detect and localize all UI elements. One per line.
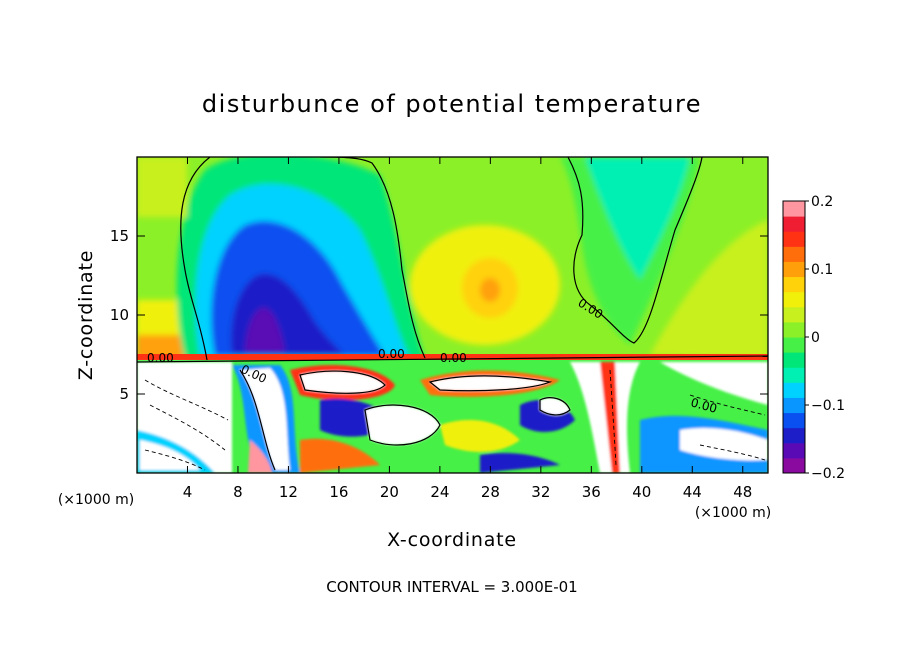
- lower-blob-18: [140, 440, 200, 470]
- x-tick-label: 8: [233, 483, 243, 501]
- x-tick-label: 36: [582, 483, 601, 501]
- field-topleft: [137, 157, 187, 217]
- x-tick-label: 28: [481, 483, 500, 501]
- colorbar-tick-label: 0: [811, 330, 820, 346]
- contour-dashed-2: [149, 404, 226, 451]
- contour-label: 0.00: [378, 347, 405, 361]
- colorbar-swatch: [783, 397, 805, 414]
- x-axis-label: X-coordinate: [387, 529, 517, 551]
- x-tick-label: 40: [632, 483, 651, 501]
- contour-upper-mid: [319, 157, 426, 359]
- lower-blob-13: [660, 362, 768, 405]
- contour-lines: [137, 157, 768, 471]
- contour-right: [567, 157, 703, 344]
- colorbar-swatch: [783, 412, 805, 429]
- heatmap-field: 0.00 0.00 0.00 0.00 0.00 0.00: [137, 157, 768, 473]
- colorbar-swatch: [783, 306, 805, 323]
- colorbar-swatch: [783, 457, 805, 474]
- contour-dashed-3: [144, 449, 206, 471]
- x-tick-label: 16: [329, 483, 348, 501]
- x-tick-label: 48: [733, 483, 752, 501]
- contour-interval-note: CONTOUR INTERVAL = 3.000E-01: [326, 578, 577, 596]
- contour-dashed-1: [144, 379, 229, 421]
- y-tick-label: 5: [119, 385, 129, 403]
- contour-lines-dashed: [144, 369, 766, 471]
- x-tick-label: 24: [430, 483, 449, 501]
- colorbar-swatch: [783, 382, 805, 398]
- y-tick-label: 15: [110, 227, 129, 245]
- x-tick-label: 20: [380, 483, 399, 501]
- contour-lower-2: [364, 404, 441, 446]
- contour-lower-5: [539, 397, 571, 416]
- x-tick-label: 12: [279, 483, 298, 501]
- y-axis-label: Z-coordinate: [75, 250, 97, 380]
- colorbar-swatch: [783, 367, 805, 383]
- lower-blob-15: [680, 428, 768, 461]
- colorbar-swatch: [783, 216, 805, 232]
- contour-lower-3: [428, 375, 553, 392]
- colorbar-tick-label: 0.2: [811, 194, 833, 210]
- colorbar-swatch: [783, 276, 805, 293]
- lower-blob-20: [480, 453, 560, 473]
- contour-dashed-5: [699, 444, 766, 461]
- field-upper-mid-cyan: [585, 157, 690, 280]
- interface-band: [137, 354, 768, 360]
- warm-anomaly-core: [480, 278, 500, 302]
- contour-dashed-4: [689, 394, 766, 416]
- colorbar-swatch: [783, 261, 805, 278]
- lower-blob-16: [300, 438, 380, 473]
- lower-blob-6: [365, 405, 440, 445]
- colorbar-tick-label: −0.1: [811, 398, 845, 414]
- y-axis: 5 10 15: [110, 227, 768, 403]
- x-unit-left: (×1000 m): [58, 492, 134, 508]
- x-unit-right: (×1000 m): [695, 505, 771, 521]
- contour-lower-4: [239, 369, 276, 471]
- x-tick-label: 32: [531, 483, 550, 501]
- x-tick-label: 44: [683, 483, 702, 501]
- colorbar-swatch: [783, 442, 805, 459]
- colorbar: [783, 201, 805, 474]
- colorbar-swatch: [783, 337, 805, 353]
- cold-anomaly-purple: [245, 307, 285, 352]
- contour-upper-left: [180, 157, 211, 361]
- x-tick-label: 4: [183, 483, 193, 501]
- colorbar-swatch: [783, 352, 805, 368]
- lower-blob-11: [570, 362, 640, 473]
- colorbar-frame: [782, 200, 806, 474]
- colorbar-tick-label: 0.1: [811, 262, 833, 278]
- contour-label: 0.00: [147, 351, 174, 365]
- colorbar-swatch: [783, 201, 805, 217]
- colorbar-swatch: [783, 246, 805, 262]
- contour-interface: [137, 355, 768, 363]
- colorbar-swatch: [783, 231, 805, 247]
- lower-blob-9: [440, 420, 520, 452]
- contour-label: 0.00: [689, 395, 718, 415]
- lower-blob-8: [430, 375, 550, 391]
- colorbar-swatch: [783, 321, 805, 338]
- field-right-yellow: [650, 220, 768, 360]
- colorbar-tick-label: −0.2: [811, 466, 845, 482]
- colorbar-swatch: [783, 427, 805, 444]
- colorbar-swatch: [783, 291, 805, 308]
- contour-dashed-6: [609, 369, 617, 466]
- contour-label: 0.00: [440, 351, 467, 365]
- lower-blob-21: [540, 397, 570, 415]
- lower-blob-19: [248, 440, 272, 473]
- chart-title: disturbunce of potential temperature: [202, 90, 702, 118]
- x-axis: 4 8 12 16 20 24 28 32 36 40 44 48: [183, 157, 752, 501]
- lower-blob-12: [600, 362, 620, 473]
- y-tick-label: 10: [110, 306, 129, 324]
- lower-blob-4: [300, 371, 385, 394]
- colorbar-labels: 0.2 0.1 0 −0.1 −0.2: [805, 194, 845, 482]
- contour-lower-1: [299, 370, 386, 394]
